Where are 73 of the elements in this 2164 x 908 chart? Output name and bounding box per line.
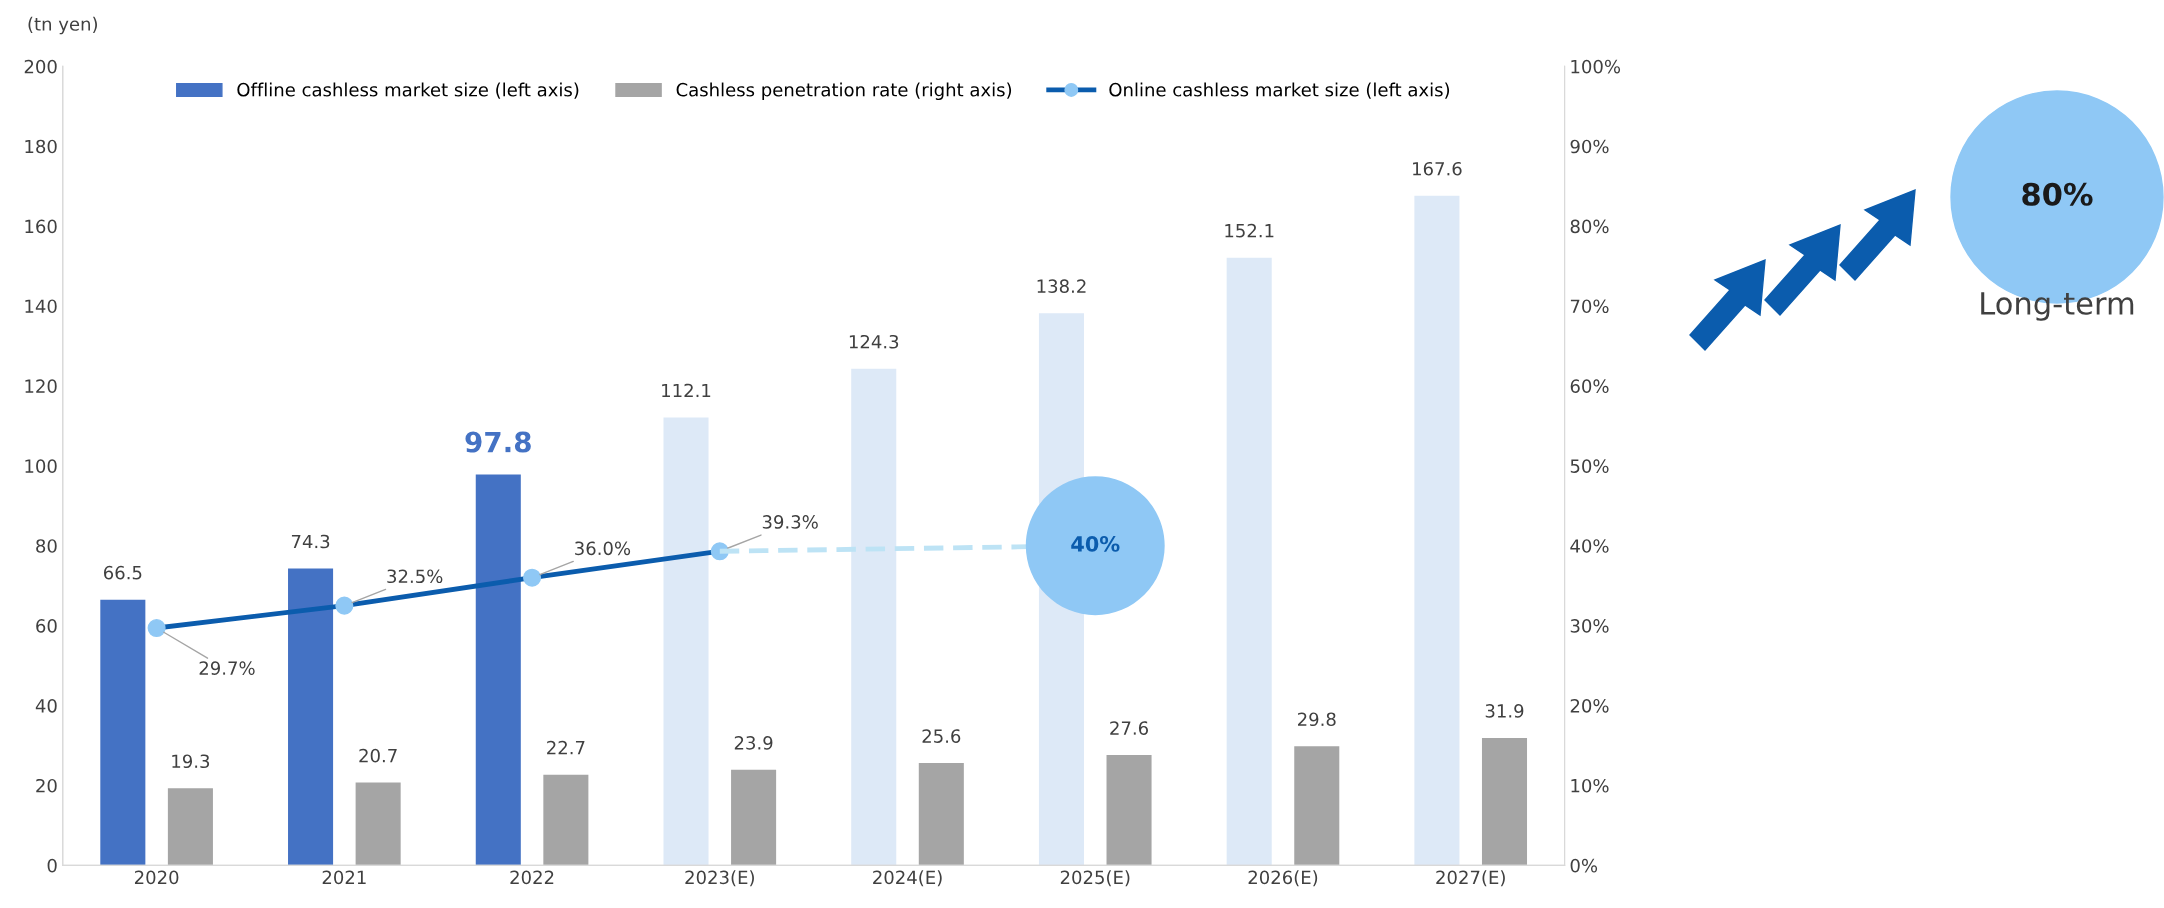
x-tick-label: 2021 [322,870,366,885]
bar [167,788,213,866]
data-label: 152.1 [1225,223,1274,238]
x-tick-label: 2023(E) [685,870,754,887]
y-tick-label: 180 [25,139,57,154]
bar [918,763,964,866]
y-tick-label: 100 [25,459,57,473]
y2-tick-label: 0% [1570,858,1598,873]
y-tick-label: 140 [25,299,57,314]
data-label: 22.7 [547,740,585,755]
bar [288,568,334,866]
data-label: 32.5% [387,569,443,584]
data-label: 25.6 [922,729,961,743]
legend-label: Offline cashless market size (left axis) [237,82,579,99]
y-axis-title: (tn yen) [28,16,97,35]
y-tick-label: 120 [25,379,57,394]
legend-label: Cashless penetration rate (right axis) [676,82,1012,101]
x-tick-label: 2027(E) [1436,870,1505,887]
bar [1226,257,1272,866]
bar [355,782,401,866]
bar [543,774,589,866]
y2-tick-label: 90% [1570,139,1609,154]
y-tick-label: 160 [25,219,57,234]
y2-tick-label: 50% [1570,459,1609,473]
data-label: 19.3 [172,754,210,769]
x-tick-label: 2024(E) [873,870,942,887]
data-label: 31.9 [1485,704,1524,718]
data-label: 66.5 [103,565,142,580]
data-label: 20.7 [359,748,397,763]
x-tick-label: 2020 [134,870,179,885]
bar [1481,737,1528,866]
x-tick-label: 2026(E) [1248,870,1318,887]
y-tick-label: 80 [36,539,57,553]
data-label: 27.6 [1110,721,1149,735]
y-tick-label: 200 [24,59,57,74]
y2-tick-label: 10% [1571,778,1609,793]
y2-tick-label: 20% [1570,698,1609,713]
data-label: 29.7% [199,661,255,675]
bar [663,417,709,866]
text: Long-term [1981,292,2134,321]
data-label: 74.3 [291,534,330,549]
bar [1414,195,1460,866]
x-tick-label: 2025(E) [1060,870,1130,887]
y2-tick-label: 30% [1570,619,1609,633]
y2-tick-label: 100% [1571,59,1621,74]
y-tick-label: 0 [47,858,57,873]
y2-tick-label: 40% [1570,539,1609,553]
data-label: 39.3% [762,515,818,529]
bar [1294,746,1340,866]
bar [475,474,521,866]
legend-label: Online cashless market size (left axis) [1109,82,1450,99]
data-label: 29.8 [1297,712,1336,727]
bar [731,769,777,866]
y2-tick-label: 60% [1570,379,1609,394]
data-label: 23.9 [734,736,773,750]
data-label: 124.3 [849,334,899,349]
y2-tick-label: 80% [1570,219,1609,234]
data-label: 97.8 [465,431,531,453]
data-label: 112.1 [662,383,711,398]
data-label: 167.6 [1413,161,1462,176]
text: 80% [2022,182,2093,206]
y-tick-label: 20 [36,778,57,793]
bar [100,599,146,866]
bar [851,368,897,866]
point [1025,476,1165,616]
x-tick-label: 2022 [510,870,554,885]
y-tick-label: 60 [36,619,57,633]
y-tick-label: 40 [35,698,57,713]
data-label: 138.2 [1037,279,1086,294]
bar [1106,755,1152,866]
y2-tick-label: 70% [1570,299,1609,314]
data-label: 36.0% [575,541,631,556]
data-label: 40% [1071,535,1120,552]
